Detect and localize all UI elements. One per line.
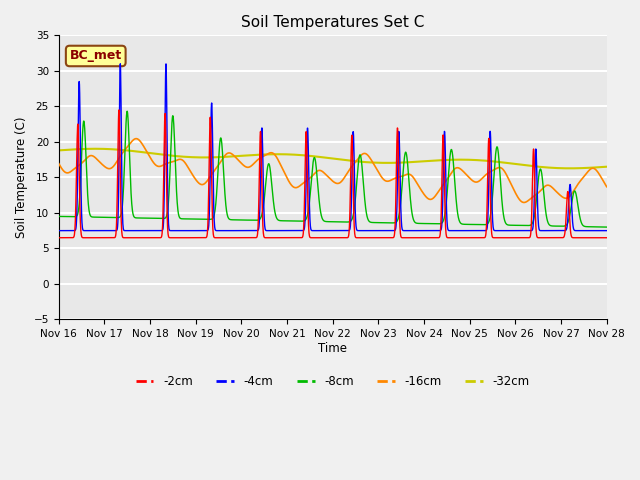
Title: Soil Temperatures Set C: Soil Temperatures Set C — [241, 15, 424, 30]
Legend: -2cm, -4cm, -8cm, -16cm, -32cm: -2cm, -4cm, -8cm, -16cm, -32cm — [131, 371, 534, 393]
X-axis label: Time: Time — [318, 342, 347, 355]
Text: BC_met: BC_met — [70, 49, 122, 62]
Y-axis label: Soil Temperature (C): Soil Temperature (C) — [15, 117, 28, 238]
